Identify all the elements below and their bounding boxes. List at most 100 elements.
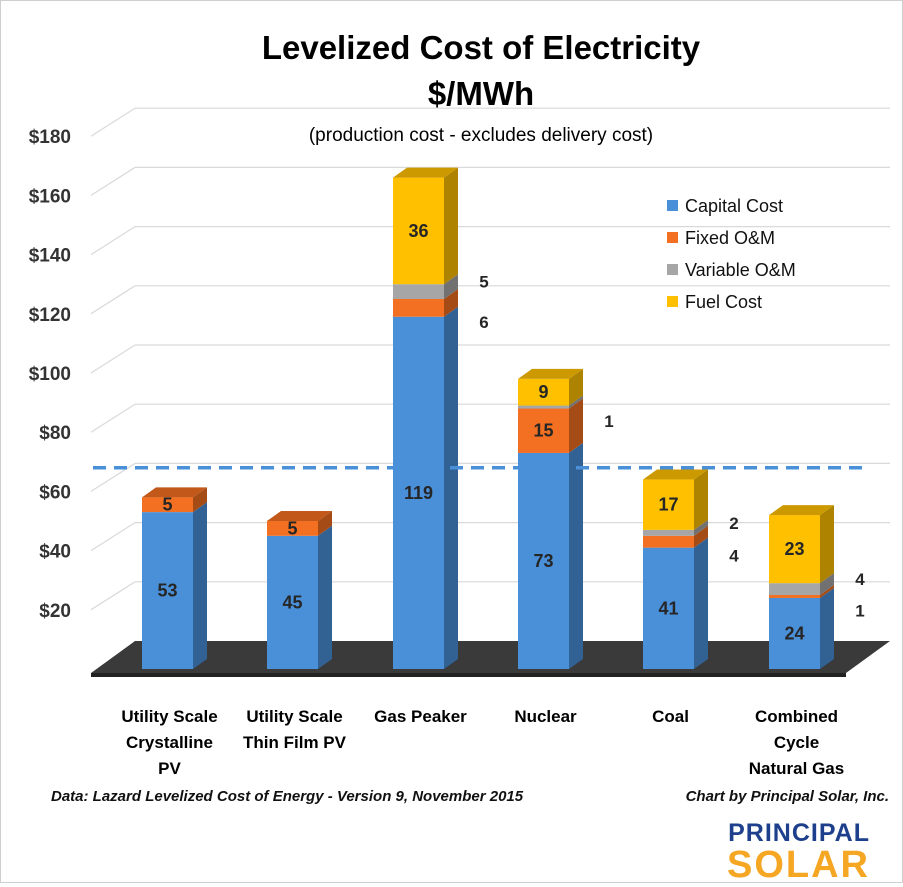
data-label: 53	[157, 581, 177, 601]
gridline-diag	[90, 166, 136, 196]
bar-front	[643, 535, 694, 548]
data-label: 41	[658, 598, 678, 618]
bar-side	[193, 487, 207, 513]
data-label: 24	[784, 623, 804, 643]
category-label-line: Natural Gas	[749, 759, 844, 778]
bar-front	[393, 299, 444, 317]
bar-segment	[518, 395, 583, 409]
bar-front	[142, 497, 193, 513]
bar-side	[694, 537, 708, 669]
bar-segment	[393, 289, 458, 317]
chart-floor-edge	[91, 673, 846, 677]
data-label: 2	[729, 514, 738, 533]
category-labels: Utility Scale Crystalline PV Utility Scale T…	[121, 707, 844, 778]
y-tick-label: $140	[29, 246, 71, 267]
bar-side	[569, 442, 583, 669]
bar-side	[444, 167, 458, 285]
y-axis-ticks: $20 $40 $60 $80 $100 $120 $140 $160 $180	[29, 127, 71, 622]
bar-side	[569, 395, 583, 409]
bar-front	[769, 515, 820, 584]
category-label-line: Utility Scale	[246, 707, 342, 726]
bar-top	[142, 487, 207, 498]
legend-label: Fixed O&M	[685, 228, 775, 248]
footer-credit: Chart by Principal Solar, Inc.	[686, 788, 889, 805]
legend-swatch	[667, 232, 678, 243]
principal-solar-logo: PRINCIPAL SOLAR	[727, 819, 870, 886]
category-label: Coal	[652, 707, 689, 726]
y-tick-label: $160	[29, 186, 71, 207]
category-label: Combined Cycle Natural Gas	[749, 707, 844, 778]
data-label: 17	[658, 495, 678, 515]
bar-front	[769, 595, 820, 598]
bar-side	[694, 519, 708, 536]
category-label: Utility Scale Thin Film PV	[243, 707, 347, 752]
bar-side	[569, 398, 583, 453]
bar-segment	[142, 487, 207, 513]
bar-side	[444, 274, 458, 299]
legend-label: Fuel Cost	[685, 292, 762, 312]
bar-segment	[142, 502, 207, 669]
bar-segment	[267, 525, 332, 669]
bar-side	[569, 368, 583, 406]
legend-item: Capital Cost	[667, 196, 783, 216]
category-label: Gas Peaker	[374, 707, 467, 726]
bar-side	[820, 505, 834, 584]
bar-front	[769, 583, 820, 595]
gridline-diag	[90, 522, 136, 552]
bar-side	[820, 573, 834, 595]
bar-front	[393, 177, 444, 285]
category-label-line: Thin Film PV	[243, 733, 347, 752]
y-tick-label: $100	[29, 364, 71, 385]
legend: Capital Cost Fixed O&M Variable O&M Fuel Co…	[667, 196, 796, 312]
bar-side	[318, 525, 332, 669]
bar-top	[769, 505, 834, 516]
gridline-diag	[90, 344, 136, 374]
y-tick-label: $180	[29, 127, 71, 148]
bar-front	[518, 378, 569, 406]
logo-solar: SOLAR	[727, 844, 870, 882]
category-label-line: Crystalline	[126, 733, 213, 752]
data-label: 4	[729, 547, 739, 566]
bar-front	[643, 529, 694, 536]
gridline-diag	[90, 285, 136, 315]
bar-segment	[393, 274, 458, 299]
bar-segment	[643, 537, 708, 669]
data-label: 5	[479, 273, 488, 292]
gridline-diag	[90, 226, 136, 256]
bar-side	[820, 585, 834, 598]
category-label-line: Gas Peaker	[374, 707, 467, 726]
bar-side	[820, 587, 834, 669]
category-label: Nuclear	[514, 707, 577, 726]
data-label: 1	[604, 412, 613, 431]
y-tick-label: $40	[39, 542, 71, 563]
bars	[142, 167, 834, 669]
data-label: 5	[162, 495, 172, 515]
bar-front	[643, 547, 694, 669]
data-labels: 53 5 45 5 119 6 5 36 73 15 1 9 41 4 2 17 24 1 4 23	[157, 221, 865, 644]
bar-segment	[518, 368, 583, 406]
y-tick-label: $80	[39, 423, 71, 444]
bar-front	[393, 316, 444, 669]
bar-segment	[393, 167, 458, 285]
bar-segment	[769, 505, 834, 584]
bar-front	[518, 408, 569, 453]
bar-top	[643, 469, 708, 480]
bar-top	[518, 368, 583, 379]
data-label: 4	[855, 570, 865, 589]
legend-swatch	[667, 200, 678, 211]
bar-segment	[769, 587, 834, 669]
bar-front	[643, 479, 694, 530]
legend-swatch	[667, 296, 678, 307]
footer-source: Data: Lazard Levelized Cost of Energy - …	[51, 788, 524, 805]
legend-swatch	[667, 264, 678, 275]
legend-label: Variable O&M	[685, 260, 796, 280]
bar-segment	[643, 525, 708, 548]
bar-side	[318, 511, 332, 536]
bar-front	[393, 284, 444, 299]
data-label: 45	[282, 592, 302, 612]
data-label: 6	[479, 313, 488, 332]
bar-segment	[267, 511, 332, 536]
chart-title-units: $/MWh	[428, 75, 534, 112]
bar-top	[393, 167, 458, 178]
